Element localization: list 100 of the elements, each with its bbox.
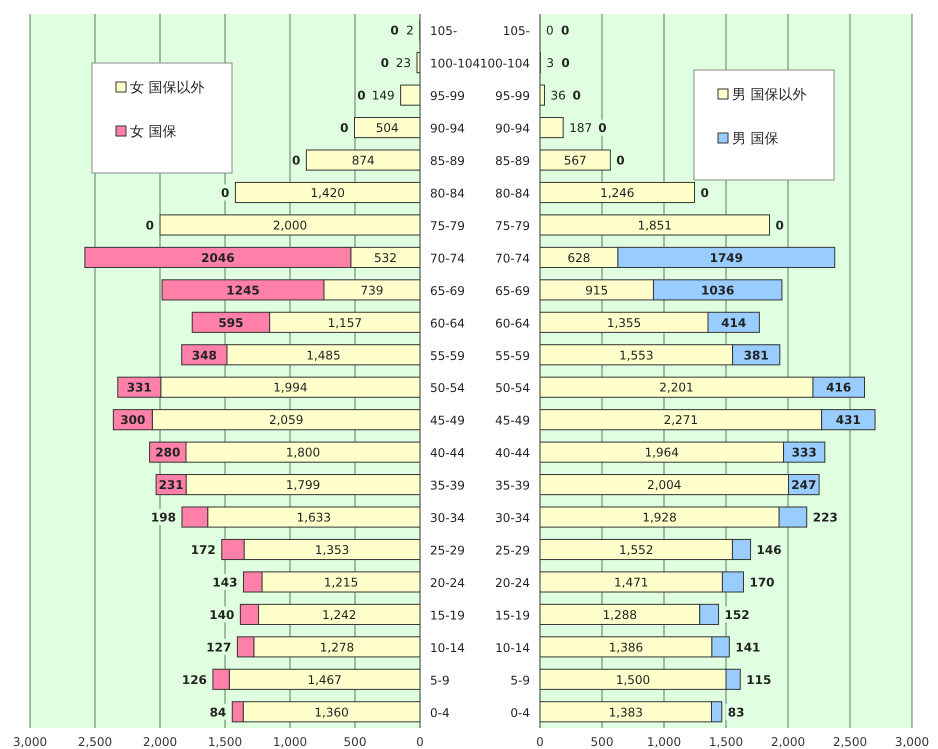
data-label: 2,004: [647, 478, 682, 492]
data-label: 1,800: [286, 446, 320, 460]
y-tick-label: 30-34: [495, 511, 530, 526]
y-tick-label: 95-99: [430, 89, 465, 104]
y-tick-label: 65-69: [430, 284, 465, 298]
x-tick-label: 0: [416, 735, 424, 749]
data-label: 1,851: [638, 218, 672, 232]
data-label: 83: [728, 705, 744, 720]
data-label: 1,278: [320, 640, 354, 654]
data-label: 1,215: [324, 575, 358, 590]
x-tick-label: 2,000: [142, 735, 178, 749]
x-tick-label: 0: [536, 735, 544, 749]
data-label: 2,271: [664, 413, 698, 428]
data-label: 1245: [226, 283, 260, 298]
y-tick-label: 100-104: [480, 56, 530, 71]
x-tick-label: 3,000: [894, 735, 930, 749]
data-label: 874: [352, 154, 375, 168]
y-tick-label: 85-89: [430, 154, 465, 168]
data-label: 1,246: [600, 186, 634, 200]
y-tick-label: 60-64: [495, 316, 530, 330]
data-label: 1,553: [619, 348, 654, 362]
data-label: 1,552: [619, 543, 654, 557]
y-tick-label: 40-44: [430, 446, 465, 460]
data-label: 1,485: [306, 348, 341, 362]
data-label: 0: [561, 24, 570, 38]
data-label: 414: [721, 316, 746, 330]
data-label: 84: [210, 705, 226, 720]
legend-label: 男 国保: [732, 131, 778, 147]
y-tick-label: 80-84: [495, 186, 530, 200]
data-label: 2: [406, 24, 414, 38]
data-label: 1,353: [314, 543, 350, 557]
y-tick-label: 45-49: [430, 414, 465, 428]
data-label: 126: [182, 672, 207, 687]
data-label: 628: [567, 250, 590, 265]
data-label: 300: [120, 413, 146, 428]
y-tick-label: 35-39: [430, 478, 465, 493]
y-tick-label: 70-74: [430, 251, 465, 266]
x-tick-label: 500: [590, 735, 614, 749]
data-label: 416: [826, 380, 852, 395]
y-tick-label: 5-9: [430, 673, 450, 688]
y-tick-label: 20-24: [430, 576, 465, 590]
data-label: 2,201: [659, 380, 694, 395]
data-label: 1,633: [296, 510, 332, 525]
y-tick-label: 85-89: [495, 154, 530, 168]
data-label: 172: [190, 543, 216, 557]
y-tick-label: 70-74: [495, 251, 530, 266]
y-tick-label: 80-84: [430, 186, 465, 200]
data-label: 1,360: [314, 705, 349, 720]
data-label: 141: [735, 640, 760, 654]
y-tick-label: 30-34: [430, 511, 465, 526]
data-label: 280: [155, 446, 180, 460]
data-label: 198: [150, 510, 176, 525]
data-label: 146: [756, 543, 782, 557]
y-tick-label: 75-79: [495, 218, 530, 233]
y-tick-label: 40-44: [495, 446, 530, 460]
data-label: 1,420: [310, 186, 345, 200]
y-tick-label: 15-19: [495, 608, 530, 622]
x-tick-label: 2,000: [770, 735, 806, 749]
data-label: 1749: [710, 250, 744, 265]
data-label: 532: [374, 250, 397, 265]
x-tick-label: 3,000: [12, 735, 48, 749]
y-tick-label: 75-79: [430, 218, 465, 233]
y-tick-label: 50-54: [430, 381, 465, 396]
y-tick-label: 5-9: [510, 673, 530, 688]
data-label: 0: [221, 186, 230, 200]
data-label: 0: [616, 154, 625, 168]
legend-label: 女 国保以外: [130, 80, 204, 96]
data-label: 348: [192, 348, 217, 362]
data-label: 595: [218, 316, 244, 330]
data-label: 247: [791, 478, 816, 492]
y-tick-label: 10-14: [495, 640, 530, 655]
data-label: 331: [126, 380, 152, 395]
y-tick-label: 105-: [430, 24, 458, 38]
x-tick-label: 1,000: [646, 735, 682, 749]
data-label: 149: [372, 88, 395, 103]
y-tick-label: 90-94: [495, 122, 530, 136]
y-tick-label: 45-49: [495, 414, 530, 428]
data-label: 0: [546, 24, 554, 38]
data-label: 381: [744, 348, 769, 362]
data-label: 36: [550, 88, 566, 103]
data-label: 115: [746, 672, 772, 687]
data-label: 0: [700, 186, 709, 200]
data-label: 1,500: [616, 672, 650, 687]
y-tick-label: 105-: [502, 24, 530, 38]
data-label: 0: [572, 88, 581, 103]
data-label: 431: [836, 413, 861, 428]
data-label: 1,467: [307, 672, 342, 687]
y-tick-label: 60-64: [430, 316, 465, 330]
data-label: 170: [749, 575, 775, 590]
y-tick-label: 55-59: [430, 348, 465, 363]
data-label: 1,288: [602, 608, 638, 622]
data-label: 223: [812, 510, 838, 525]
data-label: 567: [564, 154, 587, 168]
x-tick-label: 1,000: [272, 735, 308, 749]
x-tick-label: 1,500: [708, 735, 744, 749]
y-tick-label: 10-14: [430, 640, 465, 655]
data-label: 187: [569, 121, 592, 136]
data-label: 1,355: [606, 316, 642, 330]
data-label: 231: [158, 478, 184, 492]
y-tick-label: 35-39: [495, 478, 530, 493]
